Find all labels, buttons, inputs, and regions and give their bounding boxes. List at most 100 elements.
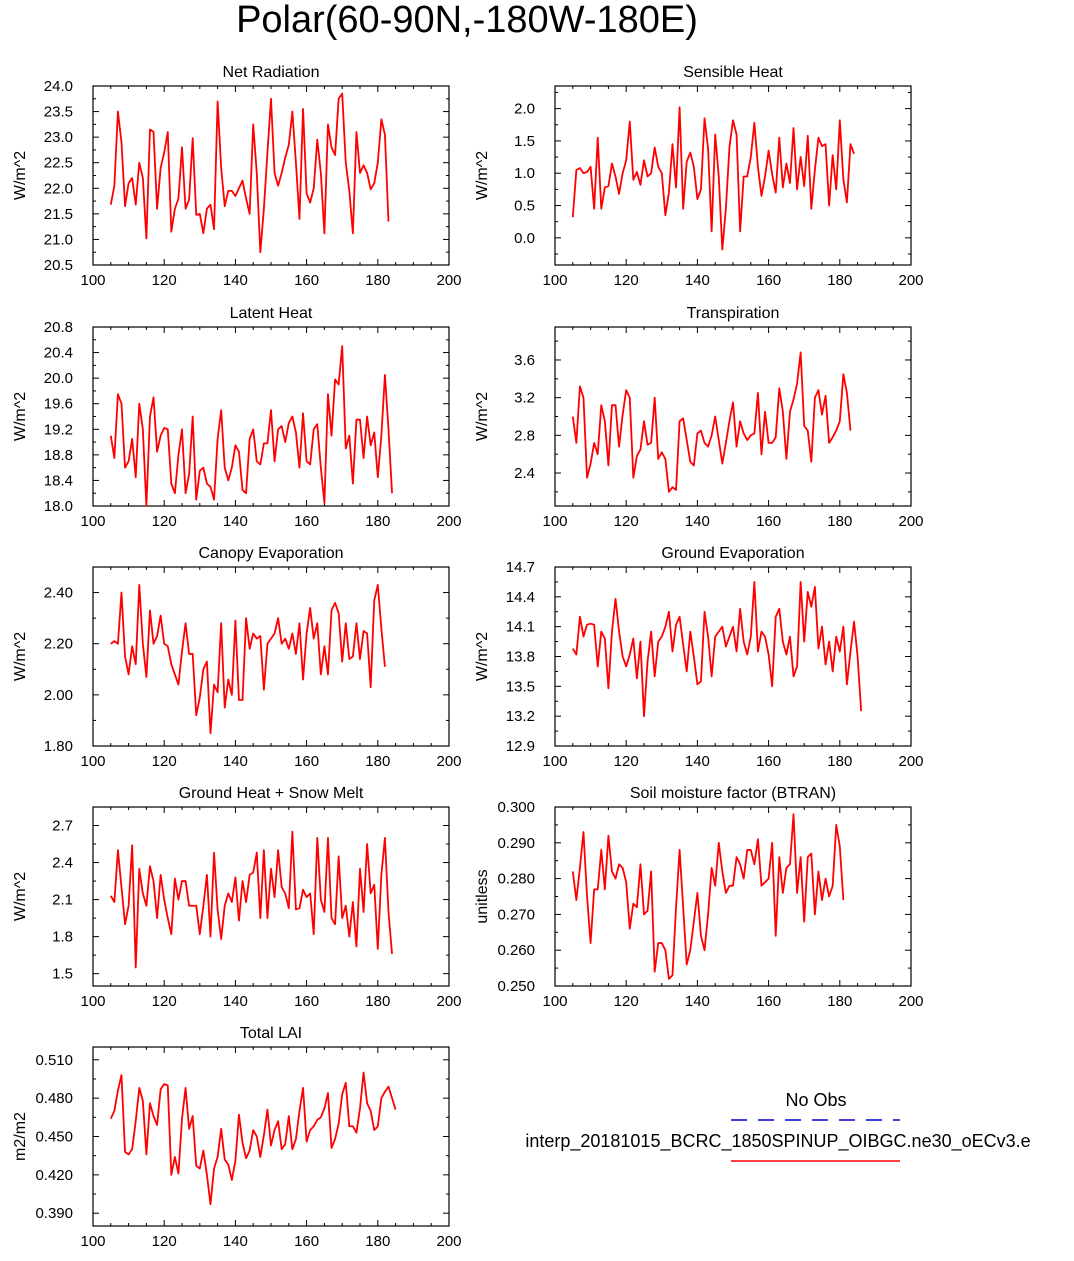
panel-title: Total LAI bbox=[240, 1025, 302, 1042]
y-tick-label: 3.6 bbox=[514, 352, 535, 369]
y-tick-label: 19.6 bbox=[44, 396, 73, 413]
panel-title: Canopy Evaporation bbox=[199, 545, 344, 562]
series-line bbox=[572, 581, 863, 718]
y-tick-label: 13.2 bbox=[506, 708, 535, 725]
series-line bbox=[109, 345, 393, 507]
x-tick-label: 120 bbox=[614, 272, 639, 289]
panel-title: Ground Evaporation bbox=[661, 545, 804, 562]
panel-2: Sensible Heat W/m^2 100 120 140 160 180 200 0.0 0… bbox=[474, 64, 924, 289]
x-tick-label: 140 bbox=[223, 1233, 248, 1250]
panel-3: Latent Heat W/m^2 100 120 140 160 180 200 18.0 18… bbox=[12, 305, 462, 530]
panel-4: Transpiration W/m^2 100 120 140 160 180 200 2.4 2… bbox=[474, 305, 924, 530]
x-tick-label: 180 bbox=[827, 513, 852, 530]
series-line bbox=[110, 584, 386, 735]
y-tick-label: 2.00 bbox=[44, 687, 73, 704]
x-tick-label: 180 bbox=[827, 753, 852, 770]
panel-6: Ground Evaporation W/m^2 100 120 140 160 180 20… bbox=[474, 545, 924, 770]
x-tick-label: 140 bbox=[223, 272, 248, 289]
y-tick-label: 2.7 bbox=[52, 818, 73, 835]
x-tick-label: 100 bbox=[542, 272, 567, 289]
main-title: Polar(60-90N,-180W-180E) bbox=[236, 0, 698, 41]
y-axis-label: W/m^2 bbox=[474, 392, 491, 441]
y-tick-label: 19.2 bbox=[44, 421, 73, 438]
x-tick-label: 180 bbox=[827, 993, 852, 1010]
panel-7: Ground Heat + Snow Melt W/m^2 100 120 140 160… bbox=[12, 785, 462, 1010]
x-tick-label: 160 bbox=[756, 993, 781, 1010]
y-tick-label: 0.420 bbox=[35, 1167, 73, 1184]
series-line bbox=[571, 106, 855, 251]
y-tick-label: 0.510 bbox=[35, 1052, 73, 1069]
y-tick-label: 0.250 bbox=[497, 978, 535, 995]
panel-5: Canopy Evaporation W/m^2 100 120 140 160 180 20… bbox=[12, 545, 462, 770]
y-tick-label: 1.8 bbox=[52, 929, 73, 946]
x-tick-label: 160 bbox=[756, 272, 781, 289]
series-line bbox=[110, 830, 393, 969]
x-tick-label: 140 bbox=[223, 513, 248, 530]
y-tick-label: 22.0 bbox=[44, 180, 73, 197]
x-tick-label: 100 bbox=[80, 1233, 105, 1250]
x-tick-label: 180 bbox=[365, 993, 390, 1010]
y-tick-label: 14.1 bbox=[506, 619, 535, 636]
plot-frame bbox=[554, 326, 912, 507]
x-tick-label: 100 bbox=[80, 753, 105, 770]
x-tick-label: 180 bbox=[365, 753, 390, 770]
x-tick-label: 160 bbox=[294, 753, 319, 770]
y-tick-label: 2.8 bbox=[514, 427, 535, 444]
x-tick-label: 140 bbox=[685, 993, 710, 1010]
y-tick-label: 0.280 bbox=[497, 871, 535, 888]
y-tick-label: 18.0 bbox=[44, 498, 73, 515]
x-tick-label: 140 bbox=[685, 272, 710, 289]
panel-1: Net Radiation W/m^2 100 120 140 160 180 200 20.5… bbox=[12, 64, 462, 289]
y-axis-label: W/m^2 bbox=[12, 632, 29, 681]
x-tick-label: 140 bbox=[223, 753, 248, 770]
y-axis-label: W/m^2 bbox=[12, 392, 29, 441]
y-axis-label: W/m^2 bbox=[12, 151, 29, 200]
x-tick-label: 200 bbox=[898, 272, 923, 289]
y-tick-label: 1.5 bbox=[52, 966, 73, 983]
x-tick-label: 120 bbox=[152, 1233, 177, 1250]
y-tick-label: 22.5 bbox=[44, 155, 73, 172]
y-axis-label: W/m^2 bbox=[474, 632, 491, 681]
panel-9: Total LAI m2/m2 100 120 140 160 180 200 0.390 0.4… bbox=[12, 1025, 462, 1250]
x-tick-label: 160 bbox=[294, 993, 319, 1010]
x-tick-label: 200 bbox=[898, 993, 923, 1010]
y-tick-label: 20.4 bbox=[44, 345, 73, 362]
series-line bbox=[109, 1071, 397, 1206]
series-line bbox=[109, 92, 390, 254]
panel-title: Latent Heat bbox=[230, 305, 313, 322]
plot-frame bbox=[92, 566, 450, 747]
y-axis-label: m2/m2 bbox=[12, 1112, 29, 1161]
panel-8: Soil moisture factor (BTRAN) unitless 100 1… bbox=[474, 785, 924, 1010]
y-tick-label: 1.80 bbox=[44, 738, 73, 755]
x-tick-label: 140 bbox=[223, 993, 248, 1010]
x-tick-label: 200 bbox=[436, 1233, 461, 1250]
x-tick-label: 160 bbox=[294, 272, 319, 289]
x-tick-label: 140 bbox=[685, 513, 710, 530]
x-tick-label: 120 bbox=[614, 513, 639, 530]
legend-label-obs: No Obs bbox=[785, 1090, 846, 1110]
x-tick-label: 180 bbox=[365, 1233, 390, 1250]
plot-frame bbox=[554, 806, 912, 987]
series-line bbox=[571, 813, 845, 980]
x-tick-label: 160 bbox=[294, 1233, 319, 1250]
y-tick-label: 1.5 bbox=[514, 133, 535, 150]
panel-title: Ground Heat + Snow Melt bbox=[179, 785, 364, 802]
x-tick-label: 120 bbox=[614, 993, 639, 1010]
y-tick-label: 24.0 bbox=[44, 78, 73, 95]
y-axis-label: W/m^2 bbox=[12, 872, 29, 921]
y-tick-label: 0.260 bbox=[497, 942, 535, 959]
y-tick-label: 2.4 bbox=[514, 465, 535, 482]
x-tick-label: 200 bbox=[436, 993, 461, 1010]
y-tick-label: 23.5 bbox=[44, 104, 73, 121]
y-tick-label: 0.0 bbox=[514, 230, 535, 247]
panel-title: Soil moisture factor (BTRAN) bbox=[630, 785, 836, 802]
y-tick-label: 13.5 bbox=[506, 678, 535, 695]
y-tick-label: 2.4 bbox=[52, 855, 73, 872]
y-tick-label: 0.390 bbox=[35, 1205, 73, 1222]
y-tick-label: 21.5 bbox=[44, 206, 73, 223]
x-tick-label: 120 bbox=[152, 993, 177, 1010]
y-tick-label: 3.2 bbox=[514, 390, 535, 407]
y-tick-label: 0.270 bbox=[497, 906, 535, 923]
series-line bbox=[571, 351, 852, 493]
